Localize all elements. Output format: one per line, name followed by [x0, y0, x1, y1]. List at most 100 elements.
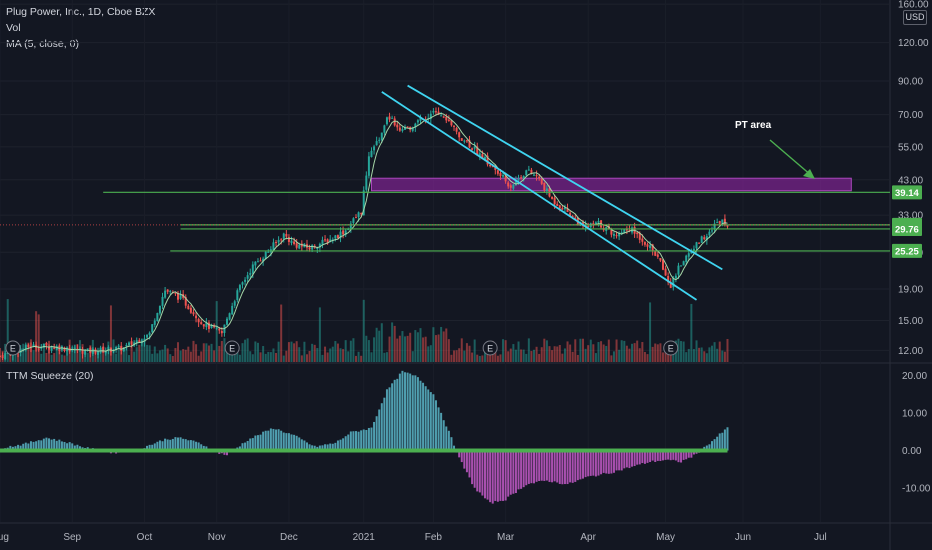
candle-body[interactable] — [721, 219, 724, 224]
candle-body[interactable] — [687, 253, 690, 257]
candle-body[interactable] — [321, 239, 324, 245]
candle-body[interactable] — [275, 241, 278, 243]
candle-body[interactable] — [649, 245, 652, 249]
candle-body[interactable] — [200, 322, 203, 325]
candle-body[interactable] — [367, 156, 370, 176]
candle-body[interactable] — [215, 327, 218, 329]
earnings-marker[interactable] — [482, 340, 498, 356]
candle-body[interactable] — [527, 169, 530, 171]
candle-body[interactable] — [73, 347, 76, 349]
candle-body[interactable] — [504, 175, 507, 182]
candle-body[interactable] — [195, 315, 198, 319]
candle-body[interactable] — [210, 324, 213, 328]
candle-body[interactable] — [117, 345, 120, 347]
candle-body[interactable] — [169, 290, 172, 292]
candle-body[interactable] — [416, 120, 419, 123]
candle-body[interactable] — [19, 348, 22, 354]
candle-body[interactable] — [478, 153, 481, 157]
candle-body[interactable] — [646, 244, 649, 247]
candle-body[interactable] — [161, 296, 164, 306]
candle-body[interactable] — [434, 111, 437, 113]
candle-body[interactable] — [318, 243, 321, 248]
candle-body[interactable] — [324, 239, 327, 241]
candle-body[interactable] — [551, 196, 554, 199]
candle-body[interactable] — [277, 239, 280, 243]
candle-body[interactable] — [228, 313, 231, 320]
candle-body[interactable] — [112, 350, 115, 353]
candle-body[interactable] — [94, 349, 97, 354]
candle-body[interactable] — [342, 230, 345, 235]
candle-body[interactable] — [625, 229, 628, 231]
candle-body[interactable] — [685, 255, 688, 262]
candle-body[interactable] — [708, 231, 711, 236]
candle-body[interactable] — [450, 120, 453, 126]
candle-body[interactable] — [419, 117, 422, 121]
candle-body[interactable] — [569, 212, 572, 217]
candle-body[interactable] — [489, 164, 492, 167]
candle-body[interactable] — [66, 348, 69, 352]
candle-body[interactable] — [486, 155, 489, 165]
candle-body[interactable] — [218, 328, 221, 331]
candle-body[interactable] — [499, 172, 502, 177]
candle-body[interactable] — [432, 110, 435, 113]
candle-body[interactable] — [661, 259, 664, 270]
candle-body[interactable] — [326, 239, 329, 244]
candle-body[interactable] — [362, 190, 365, 216]
candle-body[interactable] — [0, 355, 1, 357]
candle-body[interactable] — [711, 230, 713, 232]
candle-body[interactable] — [445, 116, 448, 121]
candle-body[interactable] — [192, 312, 195, 315]
candle-body[interactable] — [465, 140, 468, 142]
candle-body[interactable] — [672, 277, 675, 288]
candle-body[interactable] — [393, 118, 396, 126]
candle-body[interactable] — [556, 203, 559, 206]
candle-body[interactable] — [471, 148, 474, 150]
candle-body[interactable] — [262, 258, 265, 262]
candle-body[interactable] — [6, 353, 9, 355]
candle-body[interactable] — [502, 175, 505, 177]
candle-body[interactable] — [723, 218, 726, 225]
candle-body[interactable] — [55, 346, 58, 350]
candle-body[interactable] — [264, 251, 267, 260]
candle-body[interactable] — [316, 247, 319, 249]
candle-body[interactable] — [146, 334, 149, 338]
candle-body[interactable] — [656, 254, 659, 257]
candle-body[interactable] — [125, 344, 128, 347]
candle-body[interactable] — [566, 208, 569, 212]
candle-body[interactable] — [86, 348, 89, 350]
candle-body[interactable] — [380, 132, 383, 141]
candle-body[interactable] — [522, 175, 525, 179]
candle-body[interactable] — [669, 282, 672, 288]
candle-body[interactable] — [290, 240, 293, 243]
candle-body[interactable] — [360, 213, 363, 215]
candle-body[interactable] — [220, 330, 223, 334]
candle-body[interactable] — [618, 233, 621, 237]
candle-body[interactable] — [143, 338, 146, 342]
earnings-marker[interactable] — [663, 340, 679, 356]
candle-body[interactable] — [164, 290, 167, 298]
candle-body[interactable] — [391, 117, 394, 119]
candle-body[interactable] — [179, 294, 182, 299]
candle-body[interactable] — [1, 355, 4, 359]
candle-body[interactable] — [120, 345, 123, 351]
candle-body[interactable] — [473, 146, 476, 149]
candle-body[interactable] — [308, 247, 311, 250]
candle-body[interactable] — [543, 182, 546, 191]
candle-body[interactable] — [48, 346, 51, 350]
candle-body[interactable] — [287, 237, 290, 242]
candle-body[interactable] — [285, 233, 288, 237]
candle-body[interactable] — [249, 273, 252, 275]
candle-body[interactable] — [507, 182, 510, 187]
candle-body[interactable] — [677, 265, 680, 275]
candle-body[interactable] — [37, 348, 40, 350]
candle-body[interactable] — [205, 322, 208, 327]
candle-body[interactable] — [311, 245, 314, 250]
candle-body[interactable] — [370, 150, 373, 158]
candle-body[interactable] — [636, 232, 639, 235]
candle-body[interactable] — [509, 185, 512, 188]
candle-body[interactable] — [690, 251, 693, 254]
candle-body[interactable] — [280, 239, 283, 241]
candle-body[interactable] — [259, 260, 262, 262]
candle-body[interactable] — [246, 275, 249, 279]
channel-line[interactable] — [407, 84, 723, 271]
